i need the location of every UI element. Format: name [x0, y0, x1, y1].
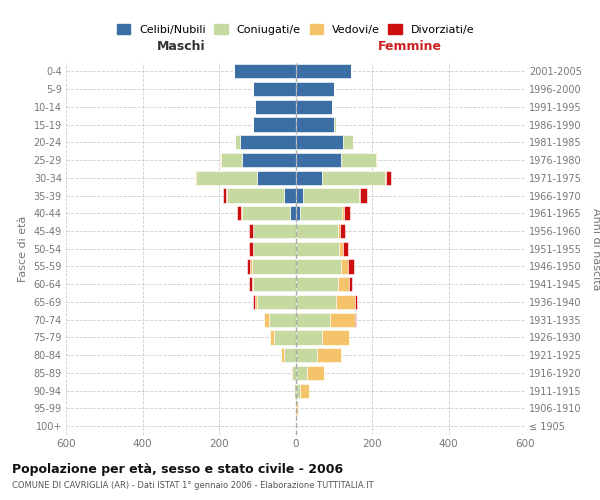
- Bar: [295, 384, 296, 398]
- Bar: [296, 153, 341, 167]
- Bar: [196, 170, 257, 185]
- Bar: [257, 295, 296, 309]
- Bar: [270, 330, 274, 344]
- Bar: [348, 260, 353, 274]
- Bar: [317, 348, 341, 362]
- Bar: [343, 242, 348, 256]
- Bar: [322, 170, 385, 185]
- Bar: [253, 295, 255, 309]
- Bar: [349, 277, 352, 291]
- Bar: [296, 82, 334, 96]
- Bar: [249, 224, 253, 238]
- Bar: [221, 153, 242, 167]
- Bar: [253, 242, 296, 256]
- Bar: [290, 206, 296, 220]
- Text: Popolazione per età, sesso e stato civile - 2006: Popolazione per età, sesso e stato civil…: [12, 462, 343, 475]
- Text: Femmine: Femmine: [378, 40, 442, 53]
- Bar: [335, 295, 355, 309]
- Bar: [251, 277, 253, 291]
- Bar: [255, 295, 257, 309]
- Bar: [235, 64, 296, 78]
- Bar: [296, 242, 340, 256]
- Bar: [296, 295, 335, 309]
- Bar: [341, 260, 348, 274]
- Bar: [247, 260, 250, 274]
- Bar: [303, 188, 359, 202]
- Bar: [296, 118, 334, 132]
- Bar: [290, 366, 292, 380]
- Bar: [296, 366, 307, 380]
- Bar: [253, 118, 296, 132]
- Bar: [274, 330, 296, 344]
- Bar: [342, 206, 344, 220]
- Bar: [300, 206, 342, 220]
- Bar: [249, 242, 253, 256]
- Bar: [253, 277, 296, 291]
- Bar: [194, 170, 195, 185]
- Y-axis label: Anni di nascita: Anni di nascita: [592, 208, 600, 290]
- Bar: [227, 188, 284, 202]
- Bar: [249, 277, 251, 291]
- Bar: [341, 153, 376, 167]
- Bar: [296, 170, 322, 185]
- Bar: [195, 170, 196, 185]
- Bar: [242, 206, 290, 220]
- Bar: [344, 206, 350, 220]
- Bar: [250, 260, 251, 274]
- Y-axis label: Fasce di età: Fasce di età: [18, 216, 28, 282]
- Bar: [296, 100, 332, 114]
- Bar: [226, 188, 227, 202]
- Bar: [281, 348, 284, 362]
- Bar: [296, 330, 322, 344]
- Text: Maschi: Maschi: [157, 40, 205, 53]
- Bar: [296, 135, 343, 150]
- Bar: [257, 170, 296, 185]
- Bar: [343, 135, 353, 150]
- Bar: [253, 224, 296, 238]
- Bar: [296, 64, 351, 78]
- Bar: [330, 312, 355, 327]
- Bar: [220, 153, 221, 167]
- Bar: [338, 224, 340, 238]
- Bar: [238, 206, 241, 220]
- Bar: [296, 260, 341, 274]
- Bar: [242, 153, 296, 167]
- Bar: [296, 224, 338, 238]
- Bar: [235, 135, 240, 150]
- Bar: [296, 402, 298, 415]
- Bar: [376, 153, 377, 167]
- Bar: [307, 366, 324, 380]
- Bar: [386, 170, 391, 185]
- Bar: [296, 206, 300, 220]
- Bar: [269, 312, 296, 327]
- Bar: [340, 242, 343, 256]
- Bar: [334, 118, 335, 132]
- Bar: [385, 170, 386, 185]
- Bar: [296, 277, 338, 291]
- Bar: [322, 330, 349, 344]
- Bar: [340, 224, 345, 238]
- Bar: [256, 100, 296, 114]
- Bar: [284, 188, 296, 202]
- Bar: [296, 188, 303, 202]
- Bar: [359, 188, 360, 202]
- Bar: [253, 82, 296, 96]
- Bar: [240, 135, 296, 150]
- Bar: [355, 295, 357, 309]
- Bar: [264, 312, 269, 327]
- Bar: [296, 384, 300, 398]
- Bar: [284, 348, 296, 362]
- Bar: [355, 312, 356, 327]
- Bar: [251, 260, 296, 274]
- Text: COMUNE DI CAVRIGLIA (AR) - Dati ISTAT 1° gennaio 2006 - Elaborazione TUTTITALIA.: COMUNE DI CAVRIGLIA (AR) - Dati ISTAT 1°…: [12, 481, 374, 490]
- Bar: [300, 384, 308, 398]
- Bar: [296, 312, 330, 327]
- Bar: [223, 188, 226, 202]
- Bar: [241, 206, 242, 220]
- Bar: [296, 348, 317, 362]
- Bar: [338, 277, 349, 291]
- Bar: [292, 366, 296, 380]
- Legend: Celibi/Nubili, Coniugati/e, Vedovi/e, Divorziati/e: Celibi/Nubili, Coniugati/e, Vedovi/e, Di…: [112, 20, 479, 40]
- Bar: [360, 188, 367, 202]
